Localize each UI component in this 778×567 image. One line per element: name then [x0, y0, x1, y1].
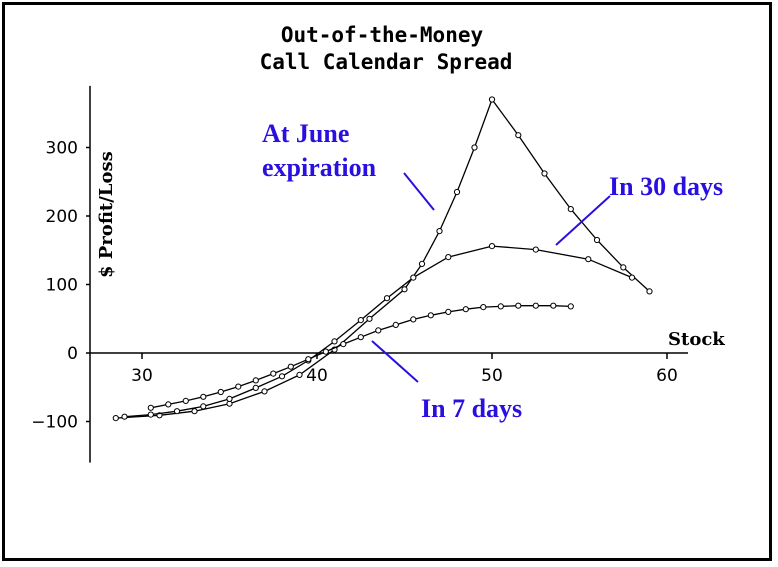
data-point: [252, 377, 259, 384]
chart-title-line-1: Out-of-the-Money: [281, 23, 484, 47]
data-point: [462, 306, 469, 313]
data-point: [296, 371, 303, 378]
data-point: [497, 303, 504, 310]
series-line-at-june-expiration: [115, 98, 650, 419]
chart-title-line-2: Call Calendar Spread: [260, 50, 513, 74]
data-point: [112, 415, 119, 422]
data-point: [541, 170, 548, 177]
data-point: [593, 236, 601, 244]
data-point: [550, 302, 557, 309]
axes: [86, 85, 688, 463]
data-point: [383, 295, 391, 302]
series-at-june-expiration: [112, 96, 653, 422]
data-point: [147, 411, 154, 418]
data-point: [261, 388, 268, 395]
data-point: [278, 373, 286, 380]
data-point: [567, 303, 574, 310]
data-point: [567, 206, 574, 213]
data-point: [628, 274, 636, 281]
data-point: [480, 304, 487, 311]
x-tick-label: 30: [131, 366, 153, 386]
data-point: [515, 302, 522, 309]
data-point: [646, 288, 653, 295]
data-point: [585, 256, 592, 263]
data-point: [182, 397, 189, 404]
annotation-at-june: At June: [262, 119, 349, 148]
tick-labels: 30 40 50 60 −100 0 100 200 300: [31, 139, 678, 433]
x-tick-label: 50: [481, 366, 503, 386]
data-point: [357, 317, 364, 324]
data-point: [226, 395, 233, 402]
data-point: [392, 321, 399, 328]
data-point: [200, 403, 207, 410]
y-tick-label: 200: [46, 207, 78, 227]
data-point: [147, 404, 154, 411]
annotation-expiration: expiration: [262, 153, 377, 182]
data-point: [488, 96, 496, 103]
data-point: [270, 370, 277, 377]
data-point: [287, 363, 294, 370]
annotation-pointer-30days: [555, 195, 611, 246]
data-point: [235, 383, 242, 390]
data-point: [471, 144, 478, 151]
data-point: [165, 401, 172, 408]
data-point: [532, 302, 539, 309]
y-axis-label: $ Profit/Loss: [96, 151, 117, 278]
data-point: [418, 260, 426, 267]
data-point: [217, 388, 224, 396]
data-point: [488, 243, 496, 250]
data-point: [436, 228, 443, 235]
data-point: [357, 334, 364, 341]
data-point: [173, 408, 181, 415]
data-point: [366, 315, 373, 322]
annotations: At June expiration In 30 days In 7 days: [262, 119, 723, 423]
x-tick-label: 60: [656, 366, 678, 386]
data-point: [200, 393, 207, 400]
data-point: [340, 341, 347, 348]
data-point: [410, 316, 417, 323]
annotation-pointer-7days: [371, 340, 419, 383]
data-point: [445, 254, 452, 261]
y-tick-label: 300: [46, 139, 78, 159]
x-axis-label: Stock: [668, 329, 725, 350]
data-point: [305, 356, 312, 363]
data-point: [375, 327, 382, 334]
annotation-in-7-days: In 7 days: [421, 394, 522, 423]
annotation-in-30-days: In 30 days: [609, 172, 723, 201]
data-point: [515, 132, 522, 139]
data-point: [121, 413, 128, 420]
chart-frame: [2, 2, 772, 561]
data-point: [252, 384, 259, 391]
data-point: [620, 264, 627, 271]
x-tick-label: 40: [306, 366, 328, 386]
series-in-7-days: [147, 302, 574, 411]
y-tick-label: −100: [31, 413, 78, 433]
data-point: [427, 312, 434, 319]
data-point: [410, 274, 417, 281]
y-tick-label: 100: [46, 276, 78, 296]
data-point: [532, 246, 539, 253]
data-point: [445, 308, 452, 315]
data-point: [401, 286, 408, 293]
series-layer: [112, 96, 653, 422]
y-tick-label: 0: [67, 344, 78, 364]
data-point: [191, 408, 198, 415]
data-point: [331, 338, 338, 345]
data-point: [322, 348, 329, 355]
annotation-pointer-expiration: [403, 172, 435, 211]
data-point: [453, 188, 461, 196]
